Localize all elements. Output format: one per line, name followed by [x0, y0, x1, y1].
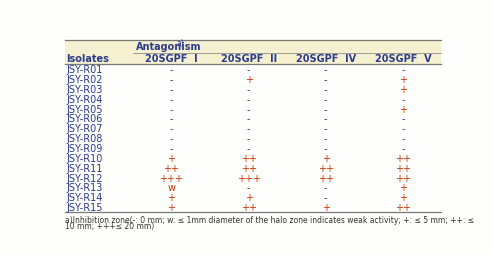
- Text: JSY-R09: JSY-R09: [66, 144, 103, 153]
- Text: -: -: [170, 75, 173, 85]
- Text: ++: ++: [395, 173, 411, 183]
- Text: -: -: [324, 134, 327, 144]
- Text: -: -: [247, 94, 250, 104]
- Text: -: -: [401, 134, 405, 144]
- Text: +: +: [399, 104, 407, 114]
- Text: -: -: [170, 65, 173, 75]
- Text: JSY-R07: JSY-R07: [66, 124, 103, 134]
- Text: -: -: [324, 193, 327, 202]
- Text: JSY-R05: JSY-R05: [66, 104, 103, 114]
- Text: 20SGPF  I: 20SGPF I: [145, 54, 198, 64]
- Text: -: -: [324, 65, 327, 75]
- Text: -: -: [170, 144, 173, 153]
- Text: ++: ++: [317, 173, 334, 183]
- Text: +: +: [245, 75, 252, 85]
- Text: +: +: [168, 153, 176, 163]
- Text: Isolates: Isolates: [66, 54, 109, 64]
- Text: +++: +++: [237, 173, 261, 183]
- Text: -: -: [247, 85, 250, 94]
- Text: a): a): [176, 39, 184, 48]
- Text: ++: ++: [241, 153, 256, 163]
- Text: -: -: [247, 124, 250, 134]
- Text: JSY-R02: JSY-R02: [66, 75, 103, 85]
- Text: +: +: [399, 75, 407, 85]
- Text: -: -: [324, 85, 327, 94]
- Text: -: -: [401, 144, 405, 153]
- Text: JSY-R08: JSY-R08: [66, 134, 103, 144]
- Text: +: +: [399, 193, 407, 202]
- Text: JSY-R10: JSY-R10: [66, 153, 103, 163]
- Text: JSY-R11: JSY-R11: [66, 163, 103, 173]
- Text: -: -: [324, 104, 327, 114]
- Text: 10 mm; +++≤ 20 mm): 10 mm; +++≤ 20 mm): [65, 221, 154, 230]
- Text: -: -: [247, 134, 250, 144]
- Text: 20SGPF  V: 20SGPF V: [375, 54, 431, 64]
- Bar: [65, 65, 441, 212]
- Text: -: -: [401, 65, 405, 75]
- Text: -: -: [170, 114, 173, 124]
- Text: -: -: [324, 114, 327, 124]
- Text: +: +: [245, 193, 252, 202]
- Text: ++: ++: [241, 163, 256, 173]
- Text: ++: ++: [395, 202, 411, 212]
- Text: +: +: [322, 202, 330, 212]
- Text: ++: ++: [317, 163, 334, 173]
- Text: 20SGPF  II: 20SGPF II: [220, 54, 277, 64]
- Text: -: -: [247, 114, 250, 124]
- Bar: [65, 40, 441, 65]
- Text: JSY-R15: JSY-R15: [66, 202, 103, 212]
- Text: -: -: [247, 104, 250, 114]
- Text: -: -: [170, 94, 173, 104]
- Text: +: +: [399, 183, 407, 193]
- Text: JSY-R04: JSY-R04: [66, 94, 103, 104]
- Text: -: -: [324, 124, 327, 134]
- Text: JSY-R06: JSY-R06: [66, 114, 103, 124]
- Text: -: -: [324, 75, 327, 85]
- Text: JSY-R12: JSY-R12: [66, 173, 103, 183]
- Text: -: -: [401, 94, 405, 104]
- Text: JSY-R01: JSY-R01: [66, 65, 103, 75]
- Text: -: -: [324, 94, 327, 104]
- Text: +: +: [168, 193, 176, 202]
- Text: ++: ++: [241, 202, 256, 212]
- Text: +: +: [322, 153, 330, 163]
- Text: JSY-R03: JSY-R03: [66, 85, 103, 94]
- Text: -: -: [170, 124, 173, 134]
- Text: JSY-R14: JSY-R14: [66, 193, 103, 202]
- Text: -: -: [247, 65, 250, 75]
- Text: w: w: [168, 183, 176, 193]
- Text: -: -: [401, 124, 405, 134]
- Text: 20SGPF  IV: 20SGPF IV: [296, 54, 356, 64]
- Text: a)Inhibition zone(-: 0 mm; w: ≤ 1mm diameter of the halo zone indicates weak act: a)Inhibition zone(-: 0 mm; w: ≤ 1mm diam…: [65, 215, 474, 224]
- Text: Antagonism: Antagonism: [136, 42, 202, 52]
- Text: +++: +++: [159, 173, 183, 183]
- Text: -: -: [324, 144, 327, 153]
- Text: JSY-R13: JSY-R13: [66, 183, 103, 193]
- Text: +: +: [399, 85, 407, 94]
- Text: +: +: [168, 202, 176, 212]
- Text: ++: ++: [164, 163, 179, 173]
- Text: ++: ++: [395, 153, 411, 163]
- Text: -: -: [170, 134, 173, 144]
- Text: ++: ++: [395, 163, 411, 173]
- Text: -: -: [247, 183, 250, 193]
- Text: -: -: [170, 85, 173, 94]
- Text: -: -: [401, 114, 405, 124]
- Text: -: -: [324, 183, 327, 193]
- Text: -: -: [247, 144, 250, 153]
- Text: -: -: [170, 104, 173, 114]
